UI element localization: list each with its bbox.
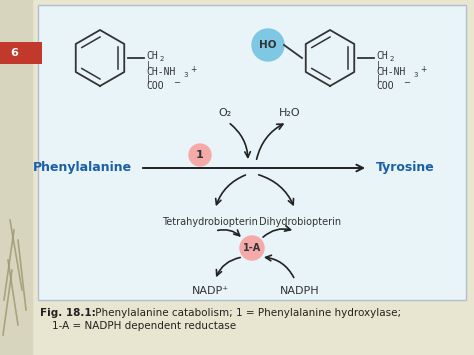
Text: O₂: O₂: [219, 108, 232, 118]
Text: COO: COO: [146, 81, 164, 91]
Text: |: |: [147, 76, 150, 84]
Text: 1-A: 1-A: [243, 243, 261, 253]
Circle shape: [189, 144, 211, 166]
Text: CH: CH: [376, 51, 388, 61]
Text: 1: 1: [196, 150, 204, 160]
FancyBboxPatch shape: [38, 5, 466, 300]
Text: CH-NH: CH-NH: [146, 67, 175, 77]
Text: Fig. 18.1:: Fig. 18.1:: [40, 308, 96, 318]
Text: |: |: [377, 76, 380, 84]
Text: |: |: [147, 61, 150, 71]
Text: 3: 3: [183, 72, 188, 78]
Text: Tyrosine: Tyrosine: [375, 162, 434, 175]
Text: +: +: [420, 66, 427, 75]
Text: CH: CH: [146, 51, 158, 61]
Text: 6: 6: [10, 48, 18, 58]
Text: CH-NH: CH-NH: [376, 67, 405, 77]
Text: Phenylalanine catabolism; 1 = Phenylalanine hydroxylase;: Phenylalanine catabolism; 1 = Phenylalan…: [92, 308, 401, 318]
Circle shape: [252, 29, 284, 61]
Text: 2: 2: [390, 56, 394, 62]
Text: −: −: [403, 78, 410, 87]
Text: Dihydrobiopterin: Dihydrobiopterin: [259, 217, 341, 227]
Text: |: |: [377, 61, 380, 71]
Text: H₂O: H₂O: [279, 108, 301, 118]
Text: NADPH: NADPH: [280, 286, 320, 296]
Circle shape: [240, 236, 264, 260]
Bar: [0, 42, 42, 64]
Text: COO: COO: [376, 81, 393, 91]
Text: NADP⁺: NADP⁺: [191, 286, 228, 296]
Text: 1-A = NADPH dependent reductase: 1-A = NADPH dependent reductase: [52, 321, 236, 331]
Text: Phenylalanine: Phenylalanine: [32, 162, 132, 175]
Text: Tetrahydrobiopterin: Tetrahydrobiopterin: [162, 217, 258, 227]
Text: 3: 3: [413, 72, 418, 78]
Text: +: +: [190, 66, 196, 75]
Text: HO: HO: [259, 40, 277, 50]
Text: −: −: [173, 78, 180, 87]
Text: 2: 2: [160, 56, 164, 62]
